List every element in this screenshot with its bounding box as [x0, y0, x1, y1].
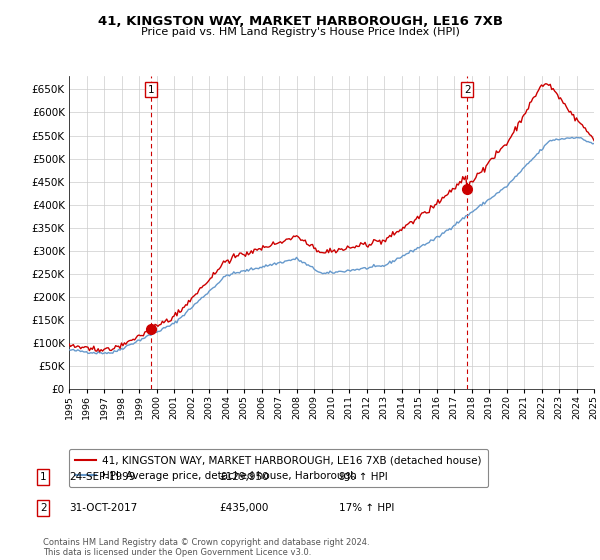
Text: Contains HM Land Registry data © Crown copyright and database right 2024.
This d: Contains HM Land Registry data © Crown c…	[43, 538, 370, 557]
Text: 9% ↑ HPI: 9% ↑ HPI	[339, 472, 388, 482]
Legend: 41, KINGSTON WAY, MARKET HARBOROUGH, LE16 7XB (detached house), HPI: Average pri: 41, KINGSTON WAY, MARKET HARBOROUGH, LE1…	[69, 449, 488, 487]
Text: 24-SEP-1999: 24-SEP-1999	[69, 472, 136, 482]
Text: 1: 1	[40, 472, 47, 482]
Text: 41, KINGSTON WAY, MARKET HARBOROUGH, LE16 7XB: 41, KINGSTON WAY, MARKET HARBOROUGH, LE1…	[97, 15, 503, 27]
Text: 2: 2	[40, 503, 47, 513]
Text: 2: 2	[464, 85, 470, 95]
Text: £435,000: £435,000	[219, 503, 268, 513]
Text: Price paid vs. HM Land Registry's House Price Index (HPI): Price paid vs. HM Land Registry's House …	[140, 27, 460, 37]
Text: 31-OCT-2017: 31-OCT-2017	[69, 503, 137, 513]
Text: 1: 1	[148, 85, 154, 95]
Text: 17% ↑ HPI: 17% ↑ HPI	[339, 503, 394, 513]
Text: £129,950: £129,950	[219, 472, 269, 482]
